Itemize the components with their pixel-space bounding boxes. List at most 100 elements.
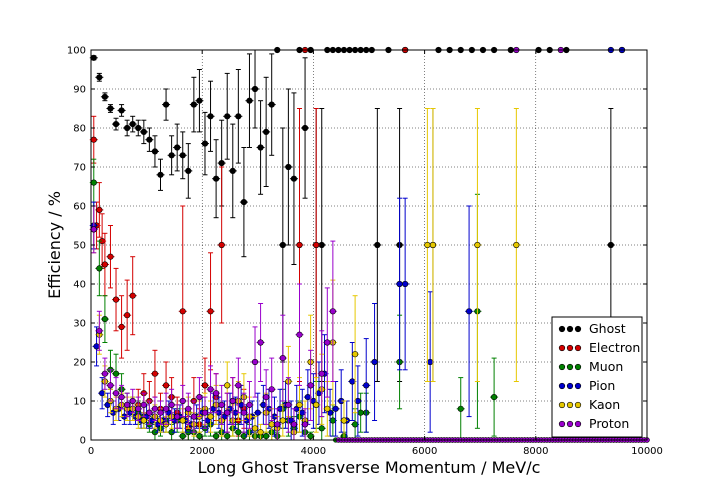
legend-label: Electron <box>589 340 640 355</box>
data-point <box>329 308 336 315</box>
data-point <box>151 148 159 155</box>
data-point <box>260 401 267 409</box>
data-point <box>235 113 242 120</box>
data-point <box>90 226 97 233</box>
data-point <box>140 128 147 135</box>
data-point <box>185 167 192 174</box>
data-point <box>118 394 125 401</box>
data-point <box>279 241 286 249</box>
data-point <box>352 421 359 428</box>
data-point <box>174 144 181 151</box>
data-point <box>101 316 108 323</box>
legend-marker <box>566 344 574 352</box>
y-tick-label: 80 <box>73 124 86 135</box>
data-point <box>201 140 209 147</box>
data-point <box>235 382 242 389</box>
data-point <box>268 101 275 108</box>
x-tick-label: 8000 <box>523 446 548 457</box>
legend-box <box>551 316 643 438</box>
data-point <box>213 175 220 182</box>
data-point <box>196 433 203 440</box>
data-point <box>96 327 103 334</box>
data-point <box>179 152 186 159</box>
data-point <box>257 144 264 151</box>
data-point <box>185 405 192 412</box>
data-point <box>301 124 309 132</box>
data-point <box>235 429 242 436</box>
data-point <box>218 241 225 249</box>
y-tick-label: 20 <box>73 358 86 369</box>
y-tick-label: 100 <box>67 46 86 57</box>
data-point <box>290 175 298 182</box>
data-point <box>207 113 214 120</box>
legend-label: Kaon <box>589 397 620 412</box>
data-point <box>363 382 370 389</box>
data-point <box>135 405 142 412</box>
x-axis-label: Long Ghost Transverse Momentum / MeV/c <box>198 458 541 477</box>
y-tick-label: 90 <box>73 85 86 96</box>
data-point <box>196 394 203 401</box>
data-point <box>213 390 220 397</box>
legend-marker <box>566 382 574 390</box>
legend-marker <box>574 363 582 371</box>
data-point <box>307 382 314 389</box>
data-point <box>246 97 253 104</box>
legend-marker <box>574 325 582 333</box>
data-point <box>274 421 281 428</box>
data-point <box>251 85 259 93</box>
data-point <box>224 113 231 120</box>
data-point <box>218 401 225 409</box>
legend-marker <box>558 382 566 390</box>
data-point <box>290 421 298 428</box>
data-point <box>324 339 331 346</box>
data-point <box>263 128 270 135</box>
data-point <box>224 382 231 389</box>
data-point <box>279 355 286 362</box>
data-point <box>296 331 303 338</box>
data-point <box>179 308 186 315</box>
data-point <box>124 124 131 132</box>
data-point <box>299 409 306 416</box>
legend-label: Pion <box>589 378 615 393</box>
data-point <box>474 241 481 249</box>
data-point <box>190 101 197 108</box>
data-point <box>90 136 97 143</box>
y-axis-label: Efficiency / % <box>45 191 64 299</box>
data-point <box>162 101 170 108</box>
data-point <box>427 358 434 366</box>
data-point <box>129 120 136 128</box>
data-point <box>263 433 270 440</box>
x-tick-label: 6000 <box>412 446 437 457</box>
legend-marker <box>566 420 574 428</box>
data-point <box>279 417 286 424</box>
data-point <box>179 433 186 440</box>
data-point <box>254 409 261 416</box>
data-point <box>318 370 325 377</box>
data-point <box>207 413 214 420</box>
data-point <box>107 382 114 389</box>
data-point <box>246 401 253 409</box>
legend-item-proton: Proton <box>558 416 629 431</box>
data-point <box>179 397 186 405</box>
legend-marker <box>558 325 566 333</box>
x-tick-label: 4000 <box>301 446 326 457</box>
data-point <box>168 401 175 409</box>
y-tick-label: 50 <box>73 241 86 252</box>
data-point <box>332 405 339 412</box>
data-point <box>263 394 270 401</box>
data-point <box>324 405 331 412</box>
data-point <box>107 253 114 260</box>
data-point <box>101 370 108 377</box>
legend-item-electron: Electron <box>558 340 640 355</box>
data-point <box>349 378 356 385</box>
data-point <box>90 179 97 186</box>
x-tick-label: 2000 <box>189 446 214 457</box>
data-point <box>207 386 214 393</box>
data-point <box>268 386 275 393</box>
data-point <box>313 241 320 249</box>
legend-marker <box>566 325 574 333</box>
data-point <box>162 405 170 412</box>
data-point <box>491 394 498 401</box>
data-point <box>304 394 311 401</box>
